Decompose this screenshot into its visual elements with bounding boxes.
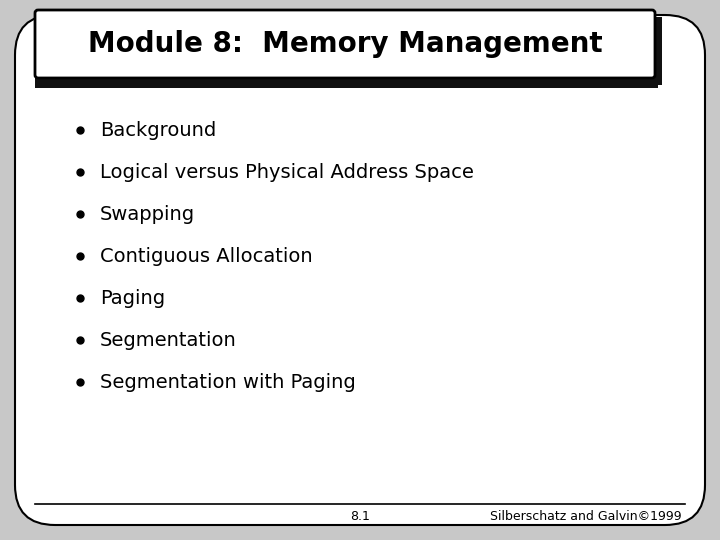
Text: Module 8:  Memory Management: Module 8: Memory Management	[88, 30, 603, 58]
Bar	[35, 78, 658, 88]
Text: 8.1: 8.1	[350, 510, 370, 523]
Text: Contiguous Allocation: Contiguous Allocation	[100, 246, 312, 266]
Text: Silberschatz and Galvin©1999: Silberschatz and Galvin©1999	[490, 510, 682, 523]
Text: Background: Background	[100, 120, 216, 139]
FancyBboxPatch shape	[15, 15, 705, 525]
Bar	[42, 17, 662, 85]
Text: Logical versus Physical Address Space: Logical versus Physical Address Space	[100, 163, 474, 181]
Text: Segmentation: Segmentation	[100, 330, 237, 349]
Text: Segmentation with Paging: Segmentation with Paging	[100, 373, 356, 392]
FancyBboxPatch shape	[35, 10, 655, 78]
Text: Swapping: Swapping	[100, 205, 195, 224]
Text: Paging: Paging	[100, 288, 165, 307]
